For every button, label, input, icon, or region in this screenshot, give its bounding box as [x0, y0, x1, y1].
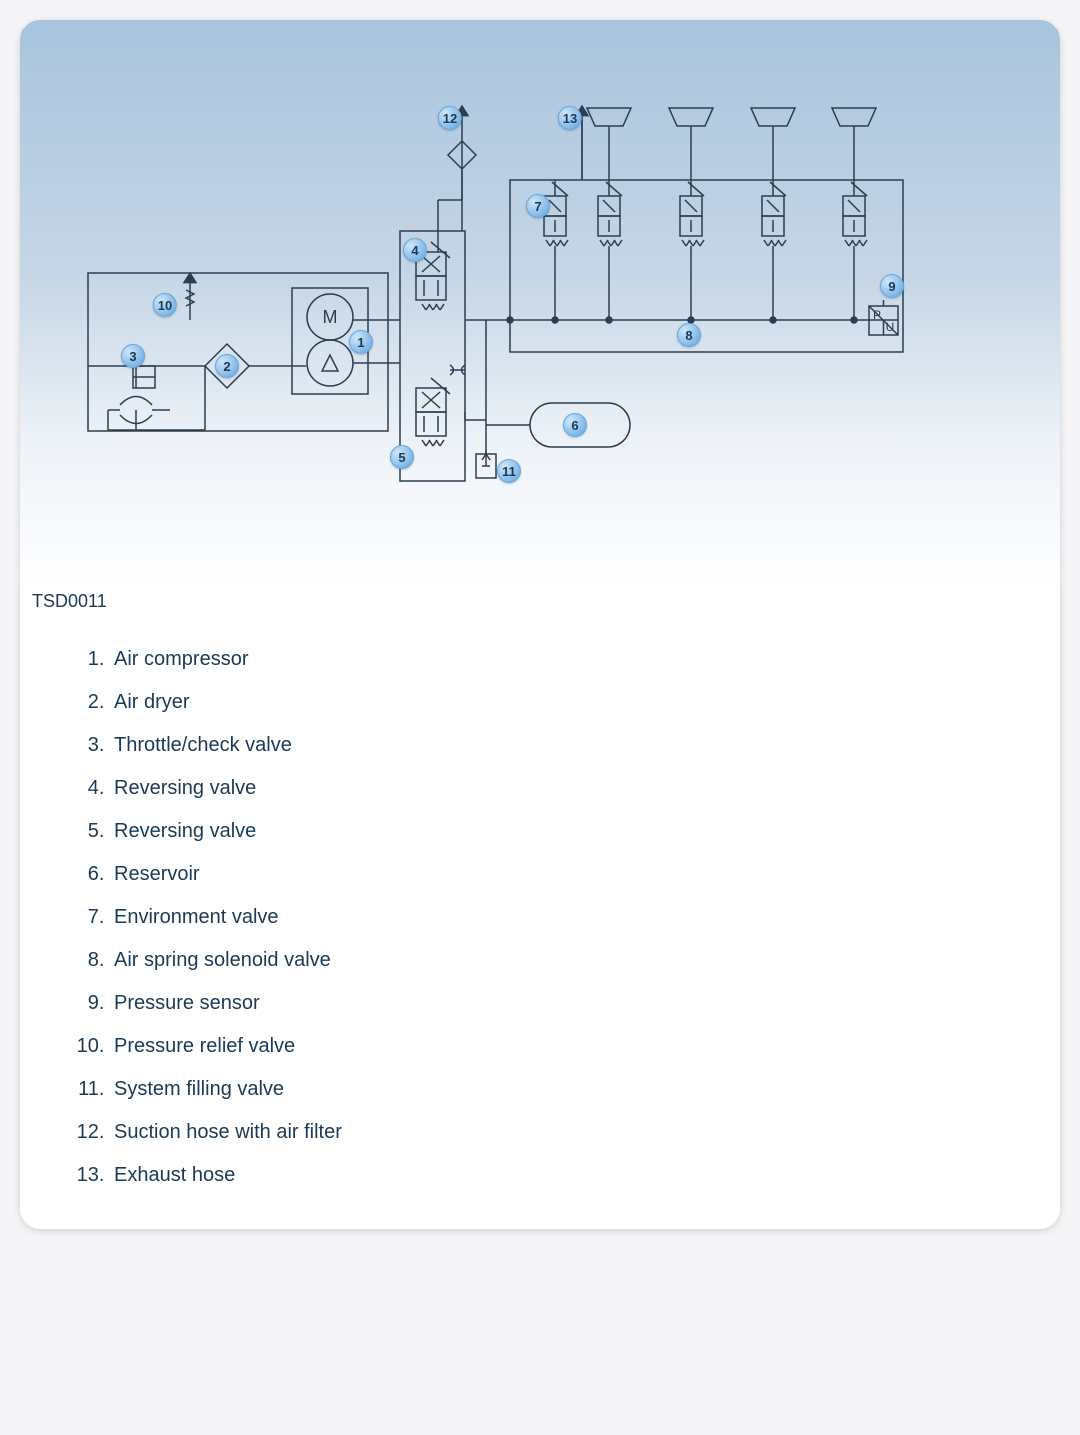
callout-9: 9	[880, 274, 904, 298]
callout-11: 11	[497, 459, 521, 483]
legend-item: Air compressor	[110, 640, 1020, 683]
legend-item: Air spring solenoid valve	[110, 941, 1020, 984]
pneumatic-schematic: MPU 12345678910111213 TSD0011	[20, 20, 1060, 590]
legend-item: Suction hose with air filter	[110, 1113, 1020, 1156]
legend-item: Throttle/check valve	[110, 726, 1020, 769]
svg-text:P: P	[873, 308, 881, 322]
callout-3: 3	[121, 344, 145, 368]
legend-item: Environment valve	[110, 898, 1020, 941]
document-id: TSD0011	[20, 585, 119, 618]
legend-item: Reversing valve	[110, 769, 1020, 812]
legend-list: Air compressorAir dryerThrottle/check va…	[80, 640, 1020, 1199]
legend-item: Pressure relief valve	[110, 1027, 1020, 1070]
legend-item: Exhaust hose	[110, 1156, 1020, 1199]
callout-7: 7	[526, 194, 550, 218]
legend-item: System filling valve	[110, 1070, 1020, 1113]
callout-2: 2	[215, 354, 239, 378]
svg-text:U: U	[886, 320, 895, 334]
callout-1: 1	[349, 330, 373, 354]
svg-text:M: M	[323, 307, 338, 327]
legend-section: Air compressorAir dryerThrottle/check va…	[20, 590, 1060, 1229]
callout-4: 4	[403, 238, 427, 262]
legend-item: Air dryer	[110, 683, 1020, 726]
legend-item: Reversing valve	[110, 812, 1020, 855]
callout-5: 5	[390, 445, 414, 469]
callout-8: 8	[677, 323, 701, 347]
page-card: MPU 12345678910111213 TSD0011 Air compre…	[20, 20, 1060, 1229]
legend-item: Reservoir	[110, 855, 1020, 898]
callout-6: 6	[563, 413, 587, 437]
legend-item: Pressure sensor	[110, 984, 1020, 1027]
